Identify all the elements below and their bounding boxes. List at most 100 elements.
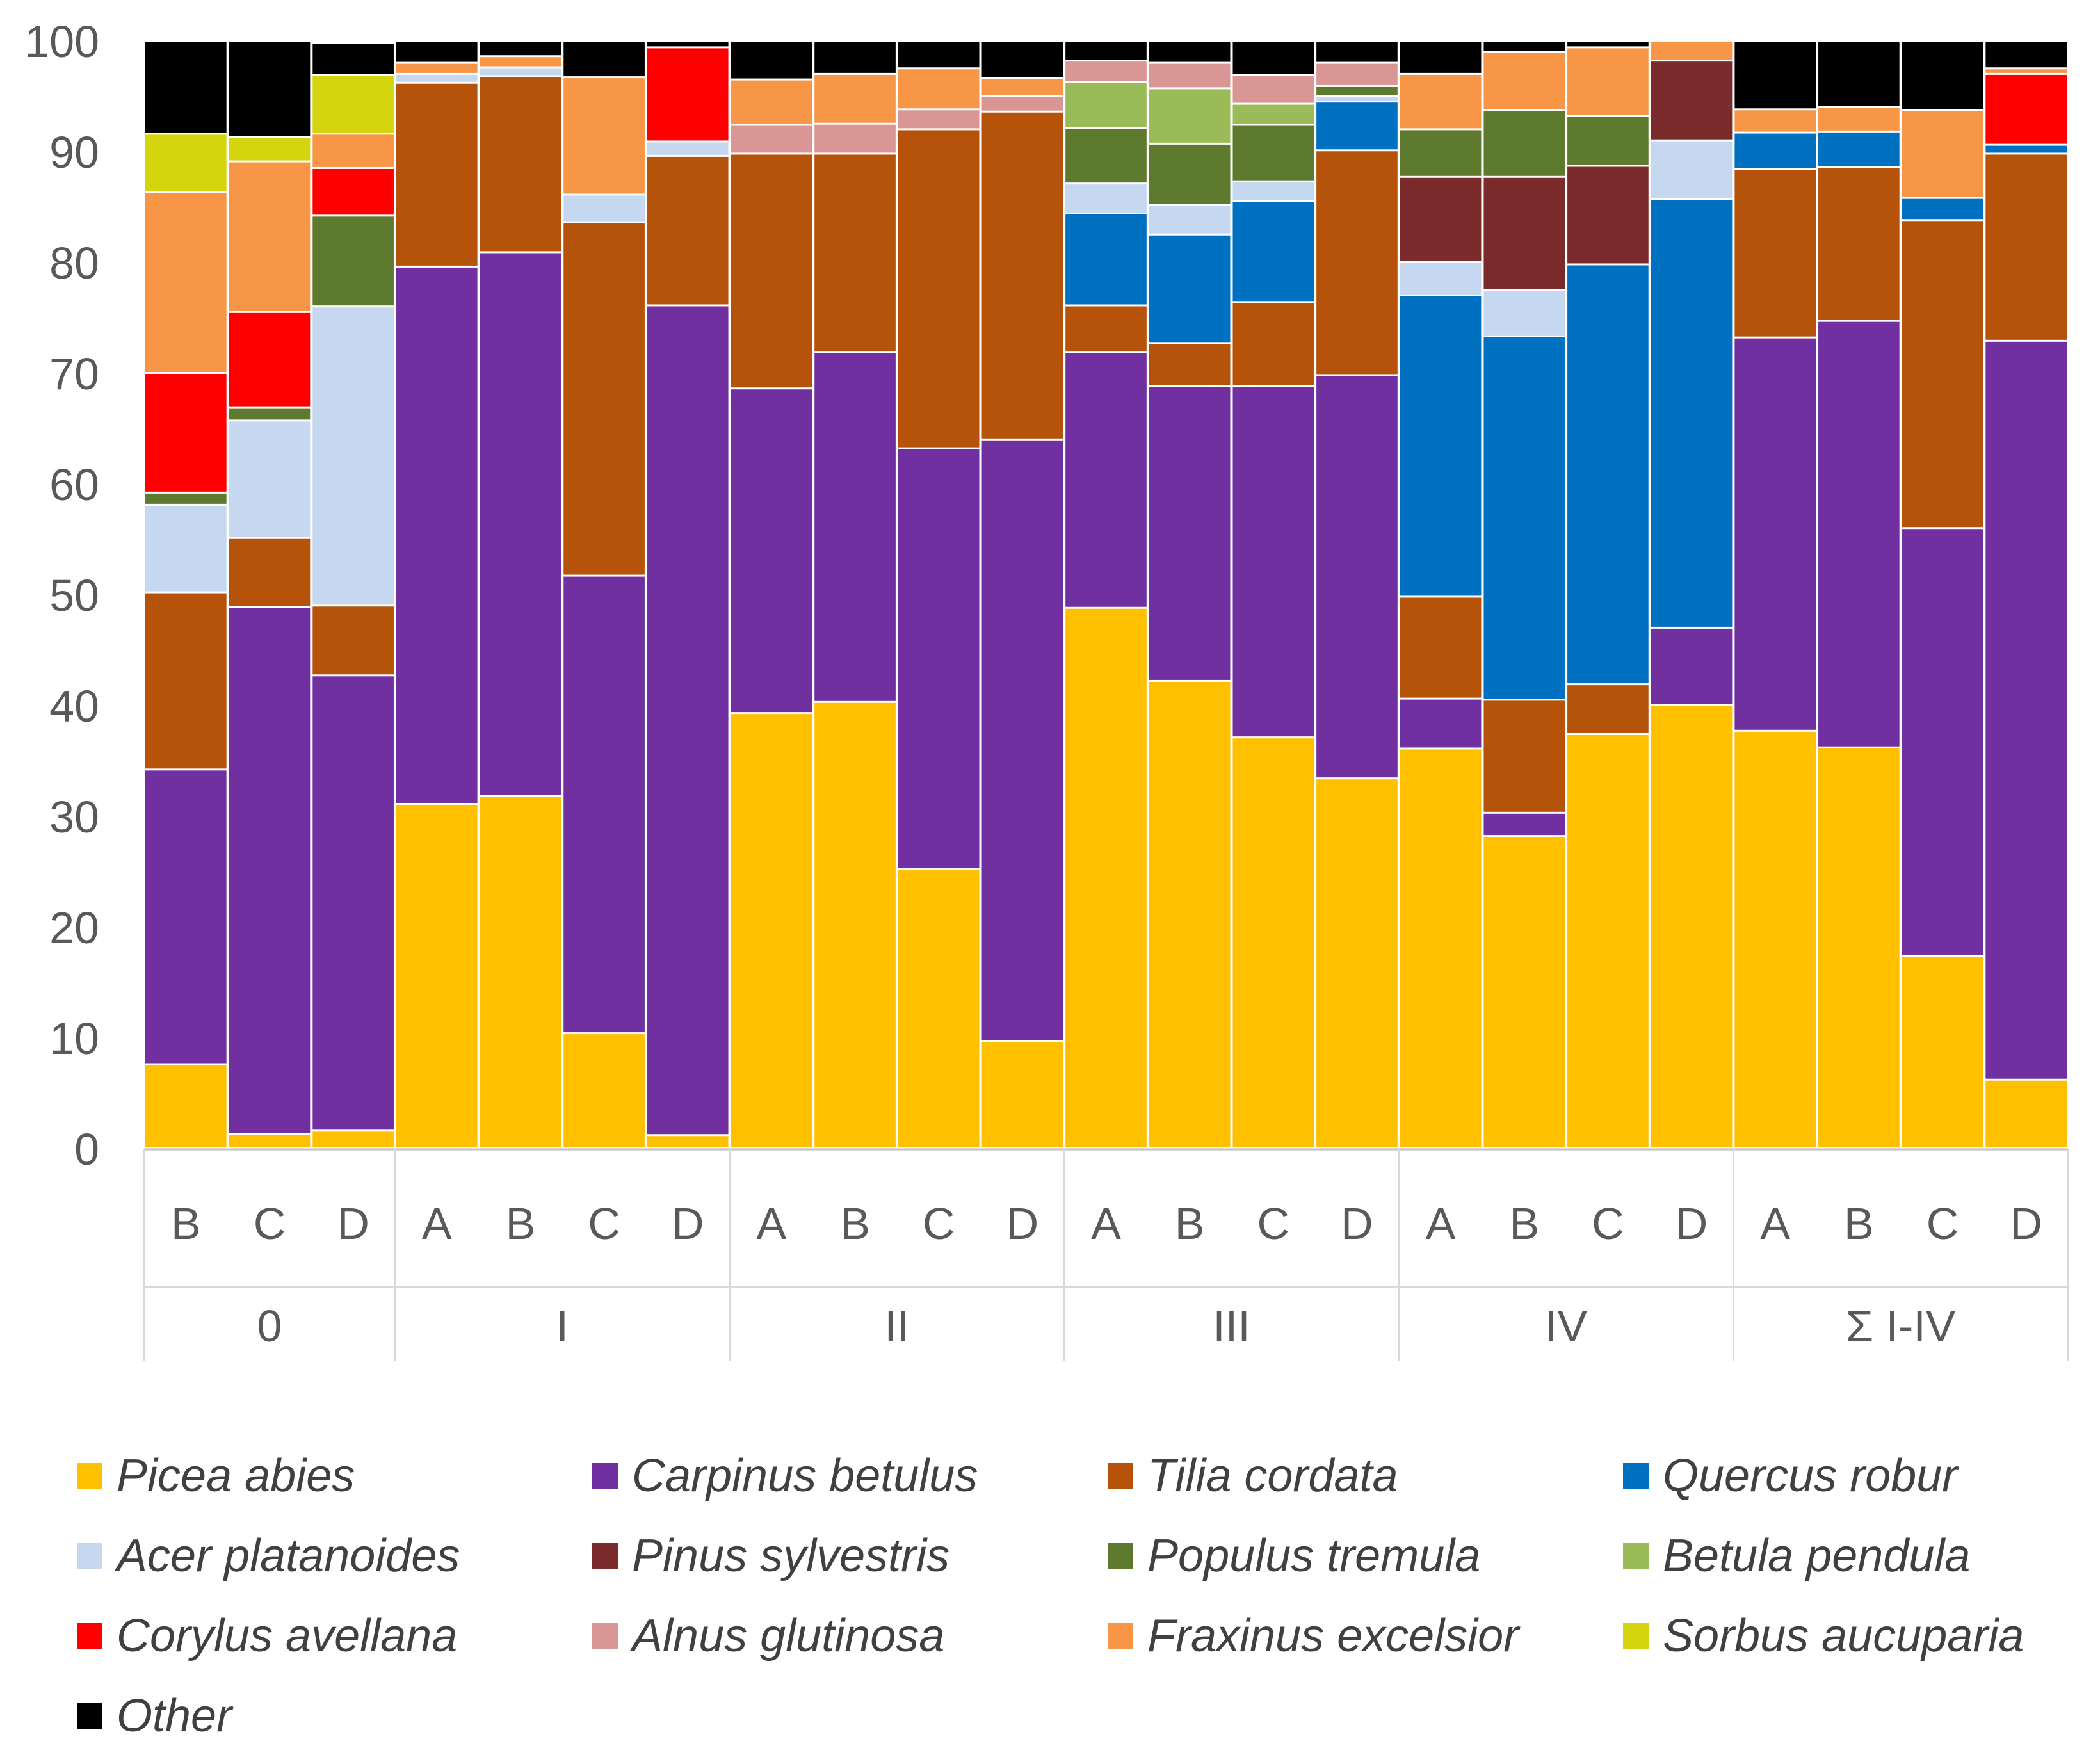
y-tick-label: 100 [24,17,99,67]
bar-segment [1734,338,1816,730]
y-tick-label: 90 [49,127,99,177]
bar-segment [312,134,394,167]
bar-segment [229,538,311,606]
legend-swatch [592,1623,618,1649]
bar-segment [1985,1080,2067,1147]
bar-segment [981,97,1063,111]
bar-segment [1734,110,1816,132]
bar-segment [1818,321,1900,747]
bar-label: B [171,1199,201,1249]
bar-segment [563,223,645,575]
bar-segment [1483,700,1565,812]
legend-label: Acer platanoides [117,1530,460,1582]
bar-segment [1232,182,1314,200]
bar-segment [1483,337,1565,699]
bar-segment [647,48,729,141]
legend-swatch [77,1703,102,1729]
legend-item: Picea abies [77,1450,355,1501]
bar-segment [480,797,561,1147]
bar-segment [1483,42,1565,51]
legend-swatch [1623,1463,1649,1489]
legend-item: Corylus avellana [77,1610,457,1662]
bar-segment [1316,86,1398,95]
y-tick-label: 0 [74,1124,99,1174]
bar-segment [731,80,812,124]
bar-label: D [2010,1199,2042,1249]
bar-segment [312,307,394,605]
bar-segment [480,253,561,795]
bar-segment [1232,738,1314,1147]
legend-label: Corylus avellana [117,1610,458,1662]
bar-segment [1232,303,1314,385]
legend-swatch [592,1543,618,1569]
bar-segment [814,702,896,1147]
legend-swatch [592,1463,618,1489]
bar-label: B [506,1199,536,1249]
y-tick-label: 40 [49,681,99,731]
bar-segment [1232,125,1314,181]
bar-label: C [1592,1199,1624,1249]
bar-segment [1567,48,1649,115]
bar-segment [731,389,812,713]
bar-segment [145,193,227,372]
bar-segment [1149,42,1231,62]
bar-segment [396,74,478,82]
bar-segment [229,42,311,136]
bar-segment [1316,376,1398,778]
bar-segment [1818,108,1900,131]
bar-segment [1483,111,1565,176]
bar-segment [1400,597,1482,698]
bar-segment [1651,706,1733,1147]
bar-segment [814,42,896,73]
bar-segment [647,142,729,155]
bar-segment [1483,291,1565,336]
y-tick-label: 10 [49,1014,99,1064]
bar-segment [1483,837,1565,1147]
bar-label: D [1341,1199,1373,1249]
y-tick-label: 50 [49,570,99,620]
bar-segment [814,74,896,123]
bar-segment [1065,306,1147,352]
y-tick-label: 30 [49,792,99,842]
bar-segment [396,83,478,266]
bar-segment [1065,61,1147,81]
bar-segment [312,676,394,1130]
legend-label: Picea abies [117,1450,355,1501]
bar-segment [1232,42,1314,74]
bar-segment [312,44,394,74]
bar-segment [1400,177,1482,261]
bar-segment [1567,42,1649,47]
bar-segment [312,216,394,306]
bar-label: A [422,1199,452,1249]
bar-segment [981,112,1063,439]
legend-swatch [1623,1543,1649,1569]
bar-segment [145,42,227,133]
bar-segment [1651,200,1733,627]
bar-segment [1316,151,1398,375]
legend-item: Fraxinus excelsior [1108,1610,1519,1662]
bar-segment [396,267,478,803]
bar-segment [981,440,1063,1040]
bar-segment [563,576,645,1033]
bar-label: B [1844,1199,1874,1249]
bar-segment [1734,731,1816,1147]
legend-item: Betula pendula [1623,1530,1970,1582]
bar-segment [312,606,394,675]
bar-segment [814,353,896,701]
legend-item: Other [77,1690,232,1742]
bar-label: A [757,1199,787,1249]
bar-segment [480,42,561,56]
bar-segment [1651,42,1733,60]
bar-segment [396,42,478,62]
bar-label: C [1926,1199,1959,1249]
bar-segment [1316,63,1398,85]
bar-label: C [1257,1199,1290,1249]
legend-label: Other [117,1690,232,1742]
bar-segment [145,493,227,504]
bar-segment [1400,263,1482,295]
bar-segment [1567,166,1649,264]
bar-segment [1316,779,1398,1147]
legend-label: Populus tremula [1147,1530,1481,1582]
bar-segment [1065,608,1147,1147]
